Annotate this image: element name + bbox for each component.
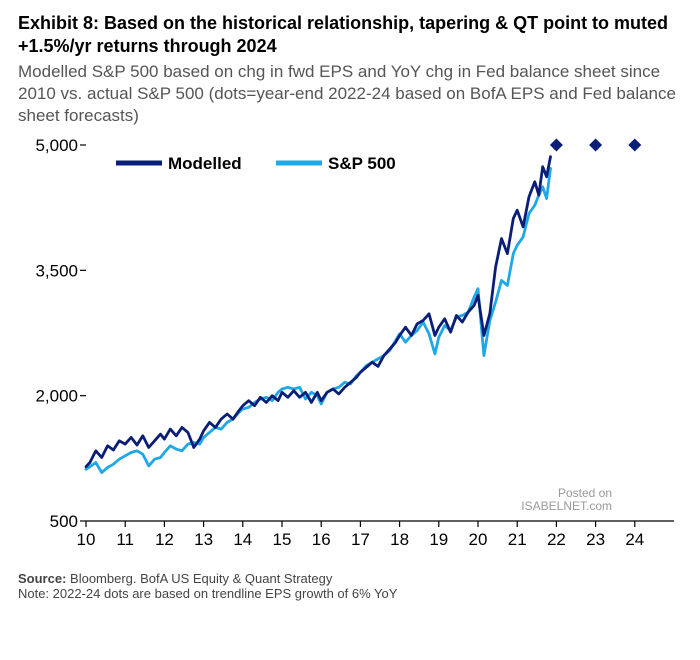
chart-footer: Source: Bloomberg. BofA US Equity & Quan… (18, 571, 682, 601)
note-text: Note: 2022-24 dots are based on trendlin… (18, 586, 397, 601)
watermark: Posted on ISABELNET.com (521, 487, 612, 513)
svg-text:17: 17 (351, 530, 370, 549)
svg-text:24: 24 (625, 530, 644, 549)
svg-text:10: 10 (77, 530, 96, 549)
svg-text:20: 20 (469, 530, 488, 549)
svg-text:S&P 500: S&P 500 (328, 154, 396, 173)
svg-text:23: 23 (586, 530, 605, 549)
svg-text:11: 11 (116, 530, 134, 549)
watermark-line2: ISABELNET.com (521, 500, 612, 513)
source-label: Source: (18, 571, 66, 586)
svg-text:16: 16 (312, 530, 331, 549)
svg-text:3,500: 3,500 (35, 262, 78, 281)
svg-text:18: 18 (390, 530, 409, 549)
svg-text:Modelled: Modelled (168, 154, 242, 173)
svg-text:500: 500 (50, 512, 78, 531)
svg-text:2,000: 2,000 (35, 387, 78, 406)
svg-text:15: 15 (273, 530, 292, 549)
svg-text:13: 13 (194, 530, 213, 549)
chart-title: Exhibit 8: Based on the historical relat… (18, 12, 682, 57)
chart-subtitle: Modelled S&P 500 based on chg in fwd EPS… (18, 61, 682, 127)
svg-text:19: 19 (429, 530, 448, 549)
svg-text:21: 21 (508, 530, 527, 549)
svg-text:12: 12 (155, 530, 174, 549)
chart-area: 500 2,000 3,500 5,000 10 11 12 13 14 15 16 17 18 19 20… (18, 135, 682, 565)
svg-text:22: 22 (547, 530, 566, 549)
svg-text:5,000: 5,000 (35, 136, 78, 155)
svg-text:14: 14 (233, 530, 252, 549)
source-text: Bloomberg. BofA US Equity & Quant Strate… (70, 571, 332, 586)
